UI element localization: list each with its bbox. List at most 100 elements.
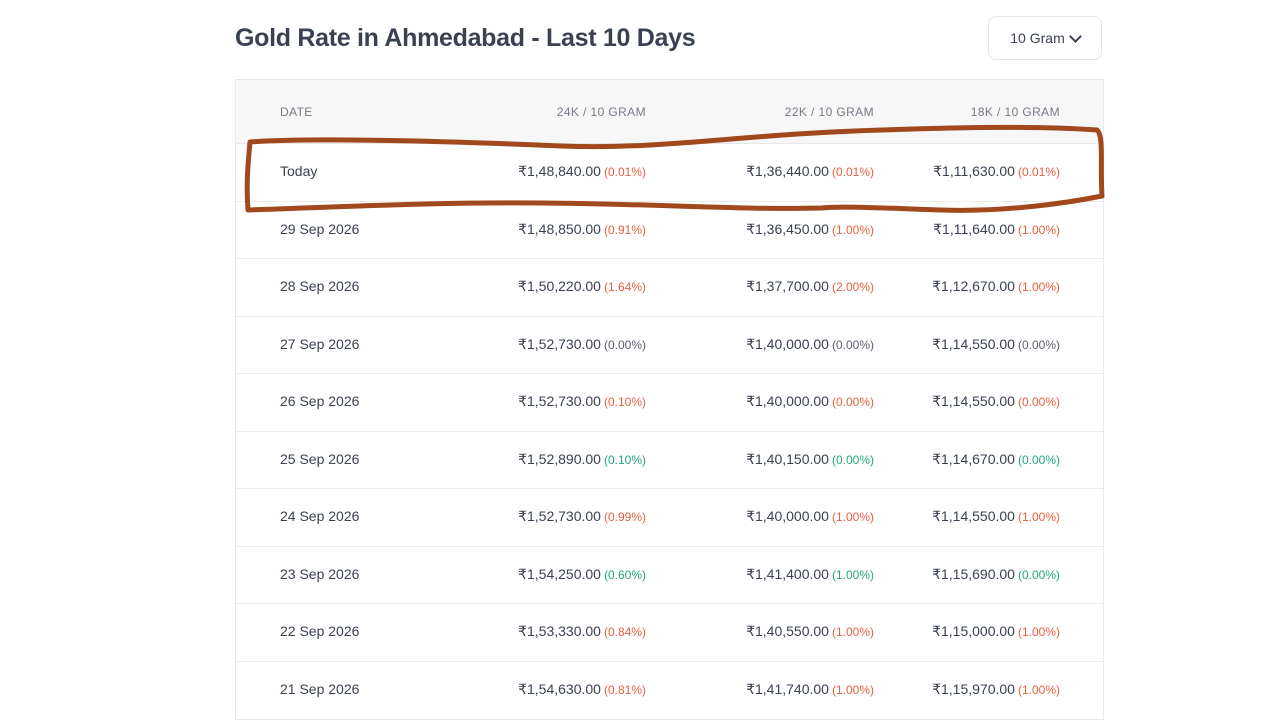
price-18k-cell: ₹1,12,670.00 (1.00%) — [874, 278, 1060, 296]
row-date: 23 Sep 2026 — [280, 565, 360, 582]
header-18k: 18K / 10 GRAM — [970, 104, 1060, 119]
price-18k-cell: ₹1,14,550.00 (1.00%) — [874, 508, 1060, 526]
unit-select[interactable]: 10 Gram — [988, 16, 1102, 60]
price-value: ₹1,15,690.00 — [932, 565, 1015, 582]
table-row: 24 Sep 2026 ₹1,52,730.00 (0.99%) ₹1,40,000.… — [236, 489, 1103, 547]
price-22k-cell: ₹1,40,550.00 (1.00%) — [646, 623, 874, 641]
price-change: (1.00%) — [831, 510, 874, 525]
price-value: ₹1,40,000.00 — [746, 508, 829, 525]
price-value: ₹1,52,730.00 — [518, 508, 601, 525]
price-value: ₹1,48,850.00 — [518, 220, 601, 237]
price-change: (1.64%) — [603, 280, 646, 295]
price-change: (0.00%) — [831, 337, 874, 352]
chevron-down-icon — [1068, 29, 1082, 43]
price-24k-cell: ₹1,53,330.00 (0.84%) — [480, 623, 646, 641]
price-change: (0.10%) — [603, 452, 646, 467]
price-value: ₹1,12,670.00 — [932, 278, 1015, 295]
price-22k-cell: ₹1,40,150.00 (0.00%) — [646, 451, 874, 469]
price-change: (1.00%) — [1017, 683, 1060, 698]
price-24k-cell: ₹1,52,890.00 (0.10%) — [480, 451, 646, 469]
price-value: ₹1,40,150.00 — [746, 450, 829, 467]
price-value: ₹1,11,640.00 — [933, 220, 1015, 237]
price-18k-cell: ₹1,11,640.00 (1.00%) — [874, 221, 1060, 239]
price-change: (0.84%) — [603, 625, 646, 640]
table-row: Today ₹1,48,840.00 (0.01%) ₹1,36,440.00 (0.0… — [236, 144, 1103, 202]
price-22k-cell: ₹1,40,000.00 (0.00%) — [646, 393, 874, 411]
table-row: 23 Sep 2026 ₹1,54,250.00 (0.60%) ₹1,41,400.… — [236, 546, 1103, 604]
price-18k-cell: ₹1,15,970.00 (1.00%) — [874, 681, 1060, 699]
date-cell: 22 Sep 2026 — [236, 623, 480, 641]
price-change: (0.01%) — [831, 165, 874, 180]
price-value: ₹1,14,550.00 — [932, 335, 1015, 352]
header-date: DATE — [280, 104, 313, 119]
price-value: ₹1,40,000.00 — [746, 335, 829, 352]
date-cell: 25 Sep 2026 — [236, 451, 480, 469]
price-change: (1.00%) — [831, 683, 874, 698]
price-change: (1.00%) — [1017, 625, 1060, 640]
price-18k-cell: ₹1,14,550.00 (0.00%) — [874, 393, 1060, 411]
date-cell: 26 Sep 2026 — [236, 393, 480, 411]
row-date: 26 Sep 2026 — [280, 393, 360, 410]
price-22k-cell: ₹1,40,000.00 (0.00%) — [646, 336, 874, 354]
date-cell: 29 Sep 2026 — [236, 221, 480, 239]
price-value: ₹1,54,250.00 — [518, 565, 601, 582]
price-22k-cell: ₹1,41,400.00 (1.00%) — [646, 566, 874, 584]
price-24k-cell: ₹1,54,250.00 (0.60%) — [480, 566, 646, 584]
price-24k-cell: ₹1,52,730.00 (0.99%) — [480, 508, 646, 526]
row-date: 21 Sep 2026 — [280, 681, 360, 698]
price-22k-cell: ₹1,36,450.00 (1.00%) — [646, 221, 874, 239]
price-value: ₹1,50,220.00 — [518, 278, 601, 295]
row-date: 22 Sep 2026 — [280, 623, 360, 640]
price-change: (0.10%) — [603, 395, 646, 410]
price-change: (2.00%) — [831, 280, 874, 295]
price-value: ₹1,41,740.00 — [746, 681, 829, 698]
table-row: 25 Sep 2026 ₹1,52,890.00 (0.10%) ₹1,40,150.… — [236, 431, 1103, 489]
date-cell: 21 Sep 2026 — [236, 681, 480, 699]
price-change: (0.00%) — [1017, 395, 1060, 410]
table-row: 26 Sep 2026 ₹1,52,730.00 (0.10%) ₹1,40,000.… — [236, 374, 1103, 432]
price-change: (1.00%) — [1017, 510, 1060, 525]
row-date: 29 Sep 2026 — [280, 220, 360, 237]
price-18k-cell: ₹1,14,670.00 (0.00%) — [874, 451, 1060, 469]
price-18k-cell: ₹1,15,000.00 (1.00%) — [874, 623, 1060, 641]
price-change: (0.00%) — [1017, 567, 1060, 582]
price-value: ₹1,14,550.00 — [932, 508, 1015, 525]
date-cell: 23 Sep 2026 — [236, 566, 480, 584]
price-value: ₹1,36,450.00 — [746, 220, 829, 237]
price-change: (0.01%) — [1017, 165, 1060, 180]
price-value: ₹1,52,730.00 — [518, 393, 601, 410]
price-value: ₹1,14,550.00 — [932, 393, 1015, 410]
price-value: ₹1,54,630.00 — [518, 681, 601, 698]
price-24k-cell: ₹1,48,840.00 (0.01%) — [480, 163, 646, 181]
price-change: (0.60%) — [603, 567, 646, 582]
price-change: (1.00%) — [1017, 280, 1060, 295]
price-change: (0.00%) — [831, 452, 874, 467]
price-value: ₹1,15,970.00 — [932, 681, 1015, 698]
header-24k: 24K / 10 GRAM — [556, 104, 646, 119]
table-row: 22 Sep 2026 ₹1,53,330.00 (0.84%) ₹1,40,550.… — [236, 604, 1103, 662]
date-cell: 24 Sep 2026 — [236, 508, 480, 526]
price-value: ₹1,40,000.00 — [746, 393, 829, 410]
price-24k-cell: ₹1,54,630.00 (0.81%) — [480, 681, 646, 699]
table-header: DATE 24K / 10 GRAM 22K / 10 GRAM 18K / 1… — [236, 80, 1103, 144]
price-change: (1.00%) — [831, 625, 874, 640]
page-title: Gold Rate in Ahmedabad - Last 10 Days — [235, 24, 696, 52]
price-change: (0.99%) — [603, 510, 646, 525]
price-value: ₹1,37,700.00 — [746, 278, 829, 295]
price-value: ₹1,11,630.00 — [933, 163, 1015, 180]
header-22k: 22K / 10 GRAM — [784, 104, 874, 119]
price-value: ₹1,53,330.00 — [518, 623, 601, 640]
price-value: ₹1,52,890.00 — [518, 450, 601, 467]
row-date: 28 Sep 2026 — [280, 278, 360, 295]
price-24k-cell: ₹1,50,220.00 (1.64%) — [480, 278, 646, 296]
price-value: ₹1,36,440.00 — [746, 163, 829, 180]
price-change: (0.00%) — [1017, 337, 1060, 352]
price-value: ₹1,40,550.00 — [746, 623, 829, 640]
table-row: 21 Sep 2026 ₹1,54,630.00 (0.81%) ₹1,41,740.… — [236, 661, 1103, 719]
price-22k-cell: ₹1,37,700.00 (2.00%) — [646, 278, 874, 296]
gold-rate-table: DATE 24K / 10 GRAM 22K / 10 GRAM 18K / 1… — [235, 79, 1104, 720]
price-24k-cell: ₹1,48,850.00 (0.91%) — [480, 221, 646, 239]
table-body: Today ₹1,48,840.00 (0.01%) ₹1,36,440.00 (0.0… — [236, 144, 1103, 719]
price-18k-cell: ₹1,15,690.00 (0.00%) — [874, 566, 1060, 584]
